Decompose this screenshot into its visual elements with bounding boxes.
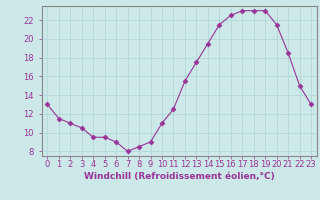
- X-axis label: Windchill (Refroidissement éolien,°C): Windchill (Refroidissement éolien,°C): [84, 172, 275, 181]
